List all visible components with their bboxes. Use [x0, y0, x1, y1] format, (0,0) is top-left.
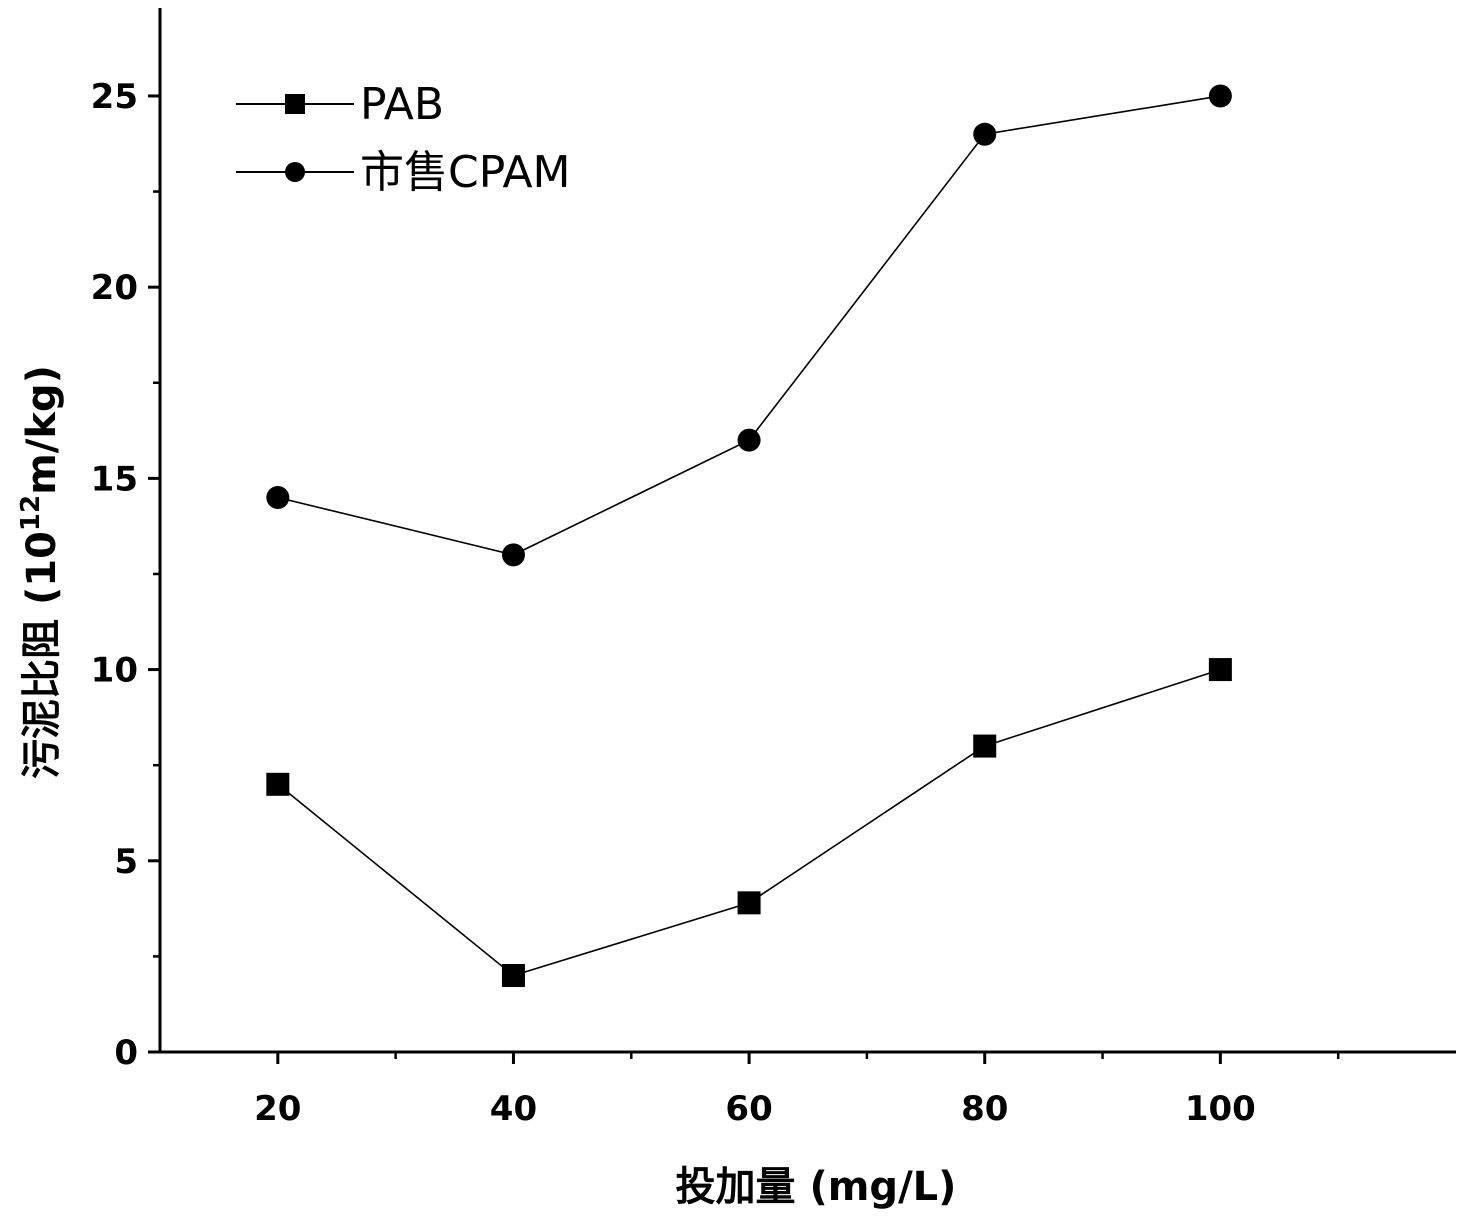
- legend-label: PAB: [360, 79, 444, 130]
- x-tick-label: 20: [254, 1089, 301, 1129]
- x-tick-label: 80: [961, 1089, 1008, 1129]
- y-axis-title: 污泥比阻 (1012m/kg): [16, 365, 65, 779]
- y-tick-label: 15: [91, 459, 138, 499]
- x-tick-label: 40: [490, 1089, 537, 1129]
- data-point-0: [1208, 658, 1232, 682]
- x-tick-label: 60: [725, 1089, 772, 1129]
- legend-label: 市售CPAM: [360, 147, 571, 198]
- data-point-0: [266, 772, 290, 796]
- plot-area: [266, 84, 1232, 988]
- y-axis-title-superscript: 12: [16, 495, 46, 531]
- y-axis-title-prefix: 污泥比阻 (10: [19, 531, 65, 779]
- x-tick-label: 100: [1185, 1089, 1256, 1129]
- data-point-1: [501, 543, 525, 567]
- axes: 0 5 10 15 20 25 20 40 60 80 100: [91, 8, 1456, 1129]
- legend-marker: [285, 94, 305, 114]
- data-point-0: [973, 734, 997, 758]
- y-tick-label: 0: [114, 1033, 138, 1073]
- data-point-1: [1208, 84, 1232, 108]
- y-tick-label: 20: [91, 268, 138, 308]
- data-point-1: [973, 122, 997, 146]
- y-tick-label: 10: [91, 651, 138, 691]
- data-point-1: [737, 428, 761, 452]
- y-tick-label: 25: [91, 77, 138, 117]
- y-axis-title-suffix: m/kg): [19, 365, 65, 495]
- data-point-1: [266, 485, 290, 509]
- data-point-0: [501, 964, 525, 988]
- y-tick-label: 5: [114, 842, 138, 882]
- x-axis-title: 投加量 (mg/L): [676, 1164, 957, 1210]
- legend-marker: [285, 162, 305, 182]
- data-point-0: [737, 891, 761, 915]
- legend: PAB 市售CPAM: [236, 79, 571, 198]
- series-line-0: [277, 668, 1221, 977]
